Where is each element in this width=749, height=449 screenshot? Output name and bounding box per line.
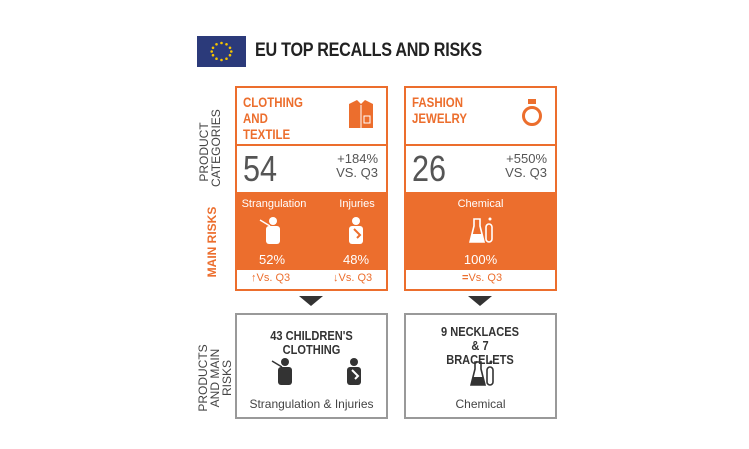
page-title: EU TOP RECALLS AND RISKS: [255, 40, 482, 61]
change-vs: VS. Q3: [336, 165, 378, 180]
product-title: 43 CHILDREN'S CLOTHING: [270, 328, 353, 357]
risk-label: Strangulation: [241, 198, 307, 210]
count-section: 26 +550% VS. Q3: [406, 144, 555, 192]
strangulation-icon: [271, 358, 292, 385]
product-risks: Chemical: [455, 397, 506, 411]
side-label-main-risks: MAIN RISKS: [205, 206, 219, 278]
category-card-jewelry: FASHION JEWELRY 26 +550% VS. Q3 Chemical …: [404, 86, 557, 291]
trend-text: Vs. Q3: [338, 272, 373, 284]
risk-percent: 52%: [258, 252, 286, 267]
change-text: +550% VS. Q3: [505, 152, 547, 180]
trend-text: Vs. Q3: [256, 272, 291, 284]
risks-section: Chemical 100%: [406, 192, 555, 270]
chemical-icon: [469, 217, 493, 243]
category-header: FASHION JEWELRY: [406, 88, 555, 146]
trend-text: Vs. Q3: [468, 272, 503, 284]
risk-label: Injuries: [339, 198, 375, 210]
change-vs: VS. Q3: [505, 165, 547, 180]
recall-count: 26: [412, 148, 447, 189]
eu-flag-icon: [197, 36, 246, 67]
category-header: CLOTHING AND TEXTILE: [237, 88, 386, 146]
trend-row: ↑Vs. Q3 ↓Vs. Q3: [237, 270, 386, 289]
shirt-icon: [349, 100, 373, 128]
arrow-down-connector: [468, 296, 492, 306]
risk-percent: 100%: [463, 252, 498, 267]
trend-row: =Vs. Q3: [406, 270, 555, 289]
product-title: 9 NECKLACES & 7 BRACELETS: [441, 324, 519, 367]
strangulation-icon: [259, 217, 280, 244]
category-card-clothing: CLOTHING AND TEXTILE 54 +184% VS. Q3 Stra…: [235, 86, 388, 291]
equal-icon: =: [462, 272, 469, 284]
trend-up: ↑Vs. Q3: [251, 272, 290, 284]
arrow-down-connector: [299, 296, 323, 306]
injury-icon: [349, 217, 363, 244]
trend-equal: =Vs. Q3: [462, 272, 502, 284]
risk-label: Chemical: [457, 198, 504, 210]
trend-down: ↓Vs. Q3: [333, 272, 372, 284]
injury-icon: [347, 358, 361, 385]
recall-count: 54: [243, 148, 278, 189]
category-name: FASHION JEWELRY: [412, 94, 468, 126]
ring-icon: [522, 99, 542, 126]
side-label-product-categories: PRODUCT CATEGORIES: [197, 109, 223, 192]
product-box-jewelry: 9 NECKLACES & 7 BRACELETS Chemical: [404, 313, 557, 419]
side-label-products-main-risks: PRODUCTS AND MAIN RISKS: [196, 323, 234, 433]
side-label-text: PRODUCT CATEGORIES: [197, 109, 223, 187]
category-name: CLOTHING AND TEXTILE: [243, 94, 303, 142]
change-value: +184%: [337, 151, 378, 166]
risks-section: Strangulation Injuries 52% 48%: [237, 192, 386, 270]
change-text: +184% VS. Q3: [336, 152, 378, 180]
product-box-clothing: 43 CHILDREN'S CLOTHING Strangulation & I…: [235, 313, 388, 419]
change-value: +550%: [506, 151, 547, 166]
arrow-up-icon: ↑: [251, 272, 257, 284]
chemical-icon: [470, 360, 494, 386]
product-risks: Strangulation & Injuries: [249, 397, 374, 411]
arrow-down-icon: ↓: [333, 272, 339, 284]
count-section: 54 +184% VS. Q3: [237, 144, 386, 192]
risk-percent: 48%: [342, 252, 370, 267]
side-label-text: PRODUCTS AND MAIN RISKS: [196, 344, 234, 412]
